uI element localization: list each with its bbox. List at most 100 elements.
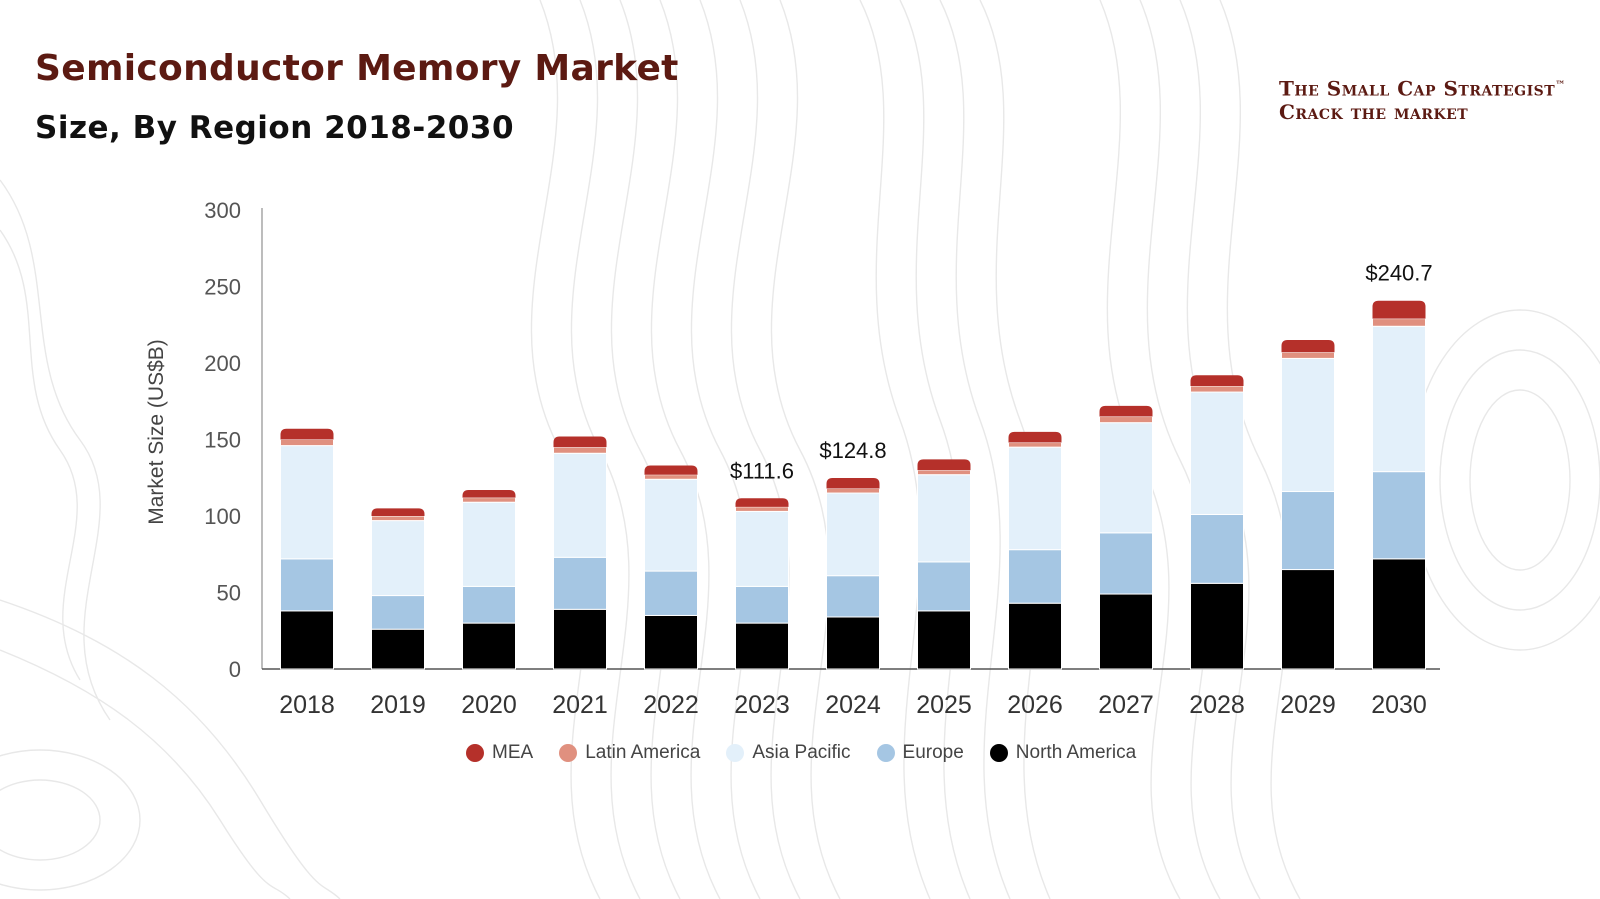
bar-segment-latin-america [553,446,607,454]
total-data-label: $111.6 [730,458,794,483]
x-tick-label: 2025 [916,691,972,719]
bar-segment-north-america [1190,582,1244,670]
bar-segment-mea [1099,405,1153,417]
x-tick-label: 2026 [1007,691,1063,719]
bar-segment-mea [735,498,789,507]
bar-segment-mea [1008,431,1062,443]
bar-segment-latin-america [1008,442,1062,448]
bar-segment-latin-america [280,439,334,447]
bar-segment-europe [462,585,516,624]
y-axis-title: Market Size (US$B) [145,339,168,525]
bar-segment-mea [1281,340,1335,353]
bar-segment-asia-pacific [735,510,789,587]
bar-segment-latin-america [371,515,425,522]
bar-segment-asia-pacific [1008,446,1062,551]
y-tick-label: 100 [204,504,241,529]
x-tick-label: 2027 [1098,691,1154,719]
y-tick-label: 250 [204,275,241,300]
brand-line-1: The Small Cap Strategist™ [1279,76,1566,101]
bar-segment-asia-pacific [1281,357,1335,493]
bar-segment-north-america [917,610,971,670]
legend-item-north-america: North America [989,742,1137,764]
legend-swatch [466,744,484,762]
bar-segment-latin-america [1190,385,1244,393]
legend-item-mea: MEA [466,742,533,764]
bar-segment-europe [644,570,698,616]
bar-segment-europe [1372,471,1426,560]
bar-segment-north-america [280,610,334,670]
legend-swatch [876,744,895,762]
bar-segment-asia-pacific [462,501,516,587]
bar-segment-north-america [826,616,880,670]
legend-swatch [726,744,745,762]
bar-segment-asia-pacific [553,452,607,558]
bar-segment-asia-pacific [1099,422,1153,534]
x-tick-label: 2019 [370,691,426,719]
brand-logo: The Small Cap Strategist™ Crack the mark… [1279,74,1599,124]
bar-segment-north-america [644,614,698,670]
legend-label: Latin America [585,742,701,763]
bar-segment-europe [553,556,607,610]
bar-segment-asia-pacific [917,474,971,563]
bar-segment-north-america [1008,602,1062,670]
legend-swatch [559,744,578,762]
bar-segment-asia-pacific [371,520,425,597]
total-data-label: $240.7 [1365,261,1432,286]
legend-item-asia-pacific: Asia Pacific [726,742,851,764]
y-tick-label: 50 [217,581,241,606]
x-tick-label: 2020 [461,691,517,719]
y-tick-label: 0 [229,657,241,682]
bar-segment-europe [917,561,971,612]
bar-segment-asia-pacific [1372,325,1426,473]
bar-segment-europe [1190,513,1244,584]
bar-segment-mea [371,508,425,516]
bar-segment-europe [371,595,425,630]
bar-segment-europe [1008,549,1062,604]
bar-segment-north-america [462,622,516,670]
trademark-mark: ™ [1555,80,1566,91]
bar-segment-latin-america [644,474,698,480]
bar-segment-europe [1281,491,1335,571]
bar-segment-latin-america [1372,318,1426,327]
total-data-label: $124.8 [819,438,886,463]
y-tick-label: 300 [204,198,241,223]
bar-segment-latin-america [917,469,971,476]
bar-segment-north-america [1372,558,1426,670]
x-tick-label: 2022 [643,691,699,719]
bar-segment-latin-america [826,487,880,494]
legend: MEA Latin America Asia Pacific Europe North … [466,742,1162,764]
bar-segment-north-america [553,608,607,670]
bar-segment-mea [917,459,971,471]
x-tick-label: 2029 [1280,691,1336,719]
bar-segment-mea [1372,300,1426,319]
page-title: Semiconductor Memory Market [35,48,679,89]
x-tick-label: 2030 [1371,691,1427,719]
x-tick-label: 2018 [279,691,335,719]
legend-label: Europe [902,742,964,763]
legend-label: North America [1015,742,1137,763]
bar-segment-mea [826,478,880,489]
x-tick-label: 2024 [825,691,881,719]
bar-segment-north-america [735,622,789,670]
y-tick-label: 200 [204,351,241,376]
data-labels: $111.6 $124.8 $240.7 [730,261,1433,484]
legend-label: MEA [492,742,534,763]
bar-segment-north-america [371,628,425,670]
bar-segment-mea [1190,375,1244,386]
bar-segment-asia-pacific [280,445,334,560]
bar-segment-latin-america [1099,416,1153,424]
bar-segment-mea [462,489,516,498]
bar-segment-latin-america [1281,351,1335,359]
x-axis-labels: 2018 2019 2020 2021 2022 2023 2024 2025 2026 2027… [279,691,1427,719]
bar-segment-mea [644,465,698,475]
bar-segment-europe [826,575,880,618]
bars [280,300,1426,670]
bar-segment-north-america [1281,569,1335,670]
bar-segment-latin-america [735,506,789,512]
legend-label: Asia Pacific [752,742,851,763]
bar-segment-asia-pacific [826,492,880,577]
bar-segment-north-america [1099,593,1153,670]
legend-item-europe: Europe [876,742,964,764]
